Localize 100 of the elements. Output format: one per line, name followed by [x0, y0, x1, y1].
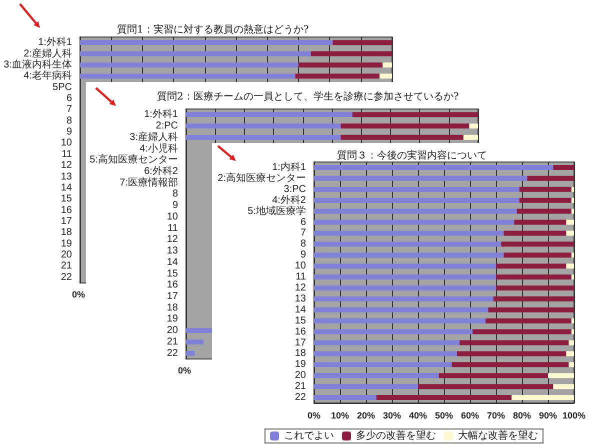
y-tick-label: 7	[66, 104, 72, 116]
bar	[568, 340, 574, 346]
bar	[186, 350, 195, 356]
y-tick-label: 4:老年病科	[24, 70, 72, 82]
bar	[340, 124, 470, 129]
y-tick-label: 15	[60, 194, 72, 205]
y-tick-label: 22	[294, 392, 306, 404]
bar	[314, 384, 418, 390]
bar	[512, 395, 574, 400]
bar	[314, 198, 520, 203]
y-tick-label: 18	[294, 348, 306, 360]
bar	[496, 264, 566, 269]
y-tick-label: 16	[60, 204, 72, 216]
bar	[514, 220, 566, 225]
bar	[80, 62, 298, 68]
y-tick-label: 19	[294, 359, 306, 370]
bar	[566, 220, 574, 225]
y-tick-label: 8	[66, 115, 72, 126]
y-tick-label: 9	[300, 250, 306, 261]
bar	[553, 384, 574, 390]
bar	[527, 176, 574, 181]
y-tick-label: 10	[166, 211, 178, 222]
bar	[548, 373, 574, 378]
bar	[314, 242, 502, 247]
y-tick-label: 17	[60, 216, 72, 227]
bar	[340, 134, 464, 140]
bar	[310, 51, 392, 56]
bar	[571, 252, 574, 258]
y-tick-label: 15	[166, 268, 178, 280]
x-tick-label: 70%	[486, 410, 506, 420]
bar	[376, 395, 512, 400]
bar	[80, 51, 311, 56]
y-tick-label: 9	[172, 200, 178, 212]
y-tick-label: 2:産婦人科	[24, 47, 72, 60]
x-tick-label: 60%	[460, 410, 480, 420]
bar	[314, 208, 517, 214]
y-tick-label: 19	[60, 238, 72, 250]
y-tick-label: 13	[166, 246, 178, 257]
y-tick-label: 1:外科1	[144, 108, 178, 120]
legend-label: 大幅な改善を望む	[458, 430, 538, 442]
bar	[314, 329, 473, 334]
y-tick-label: 5:高知医療センター	[90, 154, 178, 166]
bar	[472, 329, 572, 334]
bar	[314, 296, 494, 302]
y-tick-label: 15	[294, 315, 306, 326]
legend-label: これでよい	[284, 430, 334, 442]
bar	[516, 208, 572, 214]
bar	[438, 373, 548, 378]
bar	[314, 186, 520, 192]
bar	[568, 362, 574, 368]
bar	[186, 112, 352, 118]
bar	[186, 328, 212, 334]
y-tick-label: 5:地域医療学	[248, 204, 306, 217]
y-tick-label: 12	[60, 160, 72, 172]
bar	[80, 40, 333, 46]
y-tick-label: 11	[296, 272, 306, 283]
y-tick-label: 12	[166, 234, 178, 246]
x-tick-label: 20%	[356, 410, 376, 420]
bar	[553, 164, 574, 170]
bar	[314, 176, 528, 181]
x-tick-label: 80%	[512, 410, 532, 420]
y-tick-label: 6:外科2	[144, 165, 178, 177]
y-tick-label: 3:産婦人科	[130, 130, 178, 143]
bar	[566, 230, 574, 236]
bar	[571, 186, 574, 192]
x-tick-label: 0%	[307, 410, 321, 420]
y-tick-label: 21	[294, 381, 306, 392]
bar	[519, 186, 572, 192]
y-tick-label: 6	[300, 216, 306, 228]
bar	[186, 134, 341, 140]
chart-title: 質問1：実習に対する教員の熱意はどうか?	[117, 24, 309, 36]
bar	[418, 384, 554, 390]
bar	[571, 274, 574, 280]
bar	[380, 74, 392, 79]
y-tick-label: 20	[166, 325, 178, 336]
bar	[496, 274, 572, 280]
bar	[382, 62, 392, 68]
y-tick-label: 7	[300, 228, 306, 239]
chart-title: 質問2：医療チームの一員として、学生を診療に参加させているか?	[157, 90, 459, 102]
y-tick-label: 13	[60, 171, 72, 182]
bar	[314, 307, 488, 312]
bar	[469, 124, 478, 129]
bar	[486, 318, 572, 324]
y-tick-label: 9	[66, 126, 72, 138]
y-tick-label: 10	[294, 260, 306, 272]
y-tick-label: 12	[294, 282, 306, 294]
legend-label: 多少の改善を望む	[356, 430, 436, 442]
y-tick-label: 21	[60, 260, 72, 272]
y-tick-label: 1:内科1	[272, 160, 306, 173]
bar	[571, 318, 574, 324]
bar	[566, 351, 574, 356]
y-tick-label: 11	[62, 148, 72, 160]
bar	[571, 198, 574, 203]
bar	[314, 264, 496, 269]
y-tick-label: 1:外科1	[38, 36, 72, 48]
bar	[496, 285, 574, 290]
y-tick-label: 16	[294, 326, 306, 338]
bar	[488, 307, 574, 312]
text: 0%	[72, 290, 86, 300]
y-tick-label: 18	[166, 302, 178, 314]
